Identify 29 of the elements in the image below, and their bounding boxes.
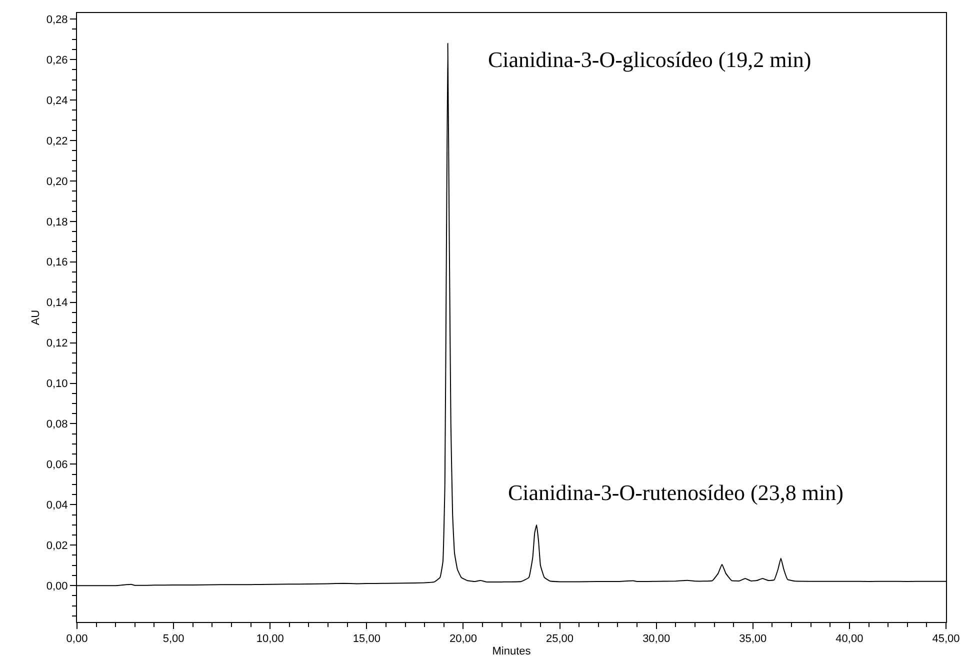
y-tick-label: 0,00 <box>46 580 68 592</box>
y-tick-label: 0,14 <box>46 297 68 310</box>
y-tick-label: 0,20 <box>46 176 68 188</box>
x-tick-label: 45,00 <box>932 633 960 646</box>
x-tick-label: 25,00 <box>546 633 574 646</box>
y-tick-label: 0,18 <box>46 216 68 228</box>
y-tick-label: 0,08 <box>46 418 68 431</box>
y-tick-label: 0,04 <box>46 500 68 512</box>
x-tick-label: 30,00 <box>642 633 670 646</box>
annotation: Cianidina-3-O-rutenosídeo (23,8 min) <box>508 480 844 505</box>
y-tick-label: 0,16 <box>46 256 68 269</box>
x-tick-label: 35,00 <box>739 633 767 646</box>
x-tick-label: 15,00 <box>352 633 380 646</box>
y-tick-label: 0,10 <box>46 378 68 390</box>
y-tick-label: 0,24 <box>46 94 68 107</box>
y-tick-label: 0,28 <box>46 14 68 26</box>
y-tick-label: 0,26 <box>46 54 68 66</box>
y-tick-label: 0,22 <box>46 135 68 148</box>
y-tick-label: 0,02 <box>46 540 68 552</box>
y-axis-title: AU <box>30 310 42 326</box>
x-tick-label: 5,00 <box>162 633 184 646</box>
y-tick-label: 0,06 <box>46 459 68 472</box>
annotation: Cianidina-3-O-glicosídeo (19,2 min) <box>488 47 812 72</box>
x-tick-label: 40,00 <box>836 633 864 646</box>
y-tick-label: 0,12 <box>46 338 68 350</box>
x-tick-label: 0,00 <box>66 633 88 646</box>
x-tick-label: 10,00 <box>256 633 284 646</box>
x-axis-title: Minutes <box>492 645 532 658</box>
x-tick-label: 20,00 <box>449 633 477 646</box>
